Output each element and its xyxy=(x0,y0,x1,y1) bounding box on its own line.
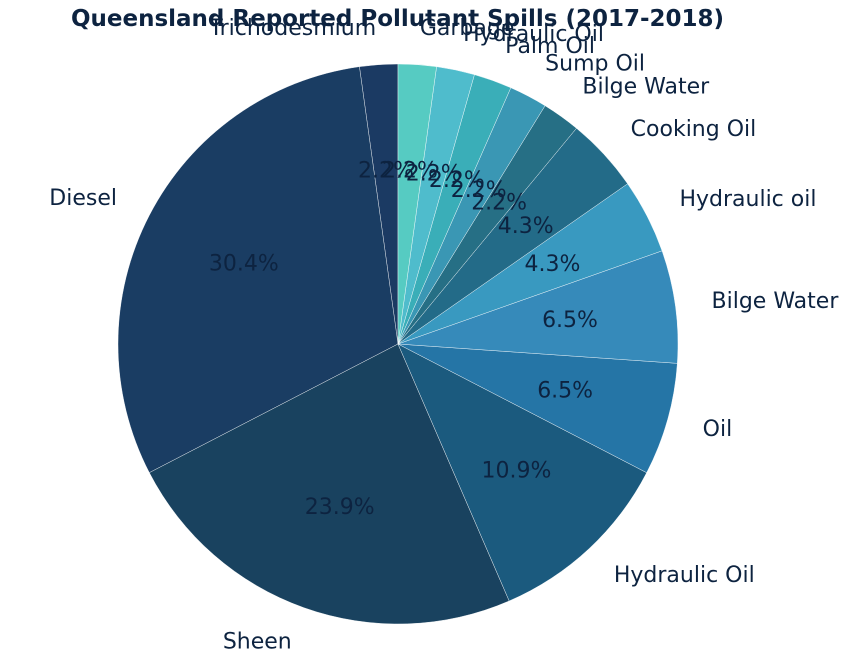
percent-label-1: 30.4% xyxy=(209,252,279,277)
pie-slice-12 xyxy=(397,63,437,345)
percent-label-0: 2.2% xyxy=(358,158,414,183)
slice-labels: Trichodesmium Diesel Sheen Hydraulic Oil Oil… xyxy=(49,16,839,655)
slice-label-10: Palm Oil xyxy=(505,34,595,59)
pie-slices xyxy=(117,63,679,625)
percent-label-12: 2.2% xyxy=(382,158,438,183)
percent-label-9: 2.2% xyxy=(451,178,507,203)
percent-label-7: 4.3% xyxy=(498,214,554,239)
slice-label-11: Hydraulic Oil xyxy=(463,22,604,47)
percent-label-8: 2.2% xyxy=(471,190,527,215)
pie-slice-3 xyxy=(397,343,647,602)
pie-slice-2 xyxy=(149,343,510,625)
slice-label-2: Sheen xyxy=(223,630,292,655)
slice-label-12: Garbage xyxy=(420,16,515,41)
chart-title: Queensland Reported Pollutant Spills (20… xyxy=(70,6,725,32)
percent-label-2: 23.9% xyxy=(305,495,375,520)
slice-label-4: Oil xyxy=(703,417,733,442)
slice-label-3: Hydraulic Oil xyxy=(614,563,755,588)
percent-label-3: 10.9% xyxy=(481,458,551,483)
percent-label-4: 6.5% xyxy=(537,378,593,403)
slice-label-9: Sump Oil xyxy=(545,51,645,76)
pie-slice-5 xyxy=(397,250,679,364)
slice-label-1: Diesel xyxy=(49,186,117,211)
slice-label-8: Bilge Water xyxy=(582,74,710,99)
slice-label-7: Cooking Oil xyxy=(631,117,757,142)
percent-label-10: 2.2% xyxy=(429,168,485,193)
percent-labels: 2.2%30.4%23.9%10.9%6.5%6.5%4.3%4.3%2.2%2… xyxy=(209,158,598,520)
percent-label-5: 6.5% xyxy=(542,308,598,333)
pie-slice-1 xyxy=(117,66,399,473)
percent-label-11: 2.2% xyxy=(406,162,462,187)
slice-label-0: Trichodesmium xyxy=(208,16,376,41)
slice-label-5: Bilge Water xyxy=(712,289,840,314)
percent-label-6: 4.3% xyxy=(524,252,580,277)
slice-label-6: Hydraulic oil xyxy=(679,187,816,212)
pie-slice-4 xyxy=(397,343,678,473)
